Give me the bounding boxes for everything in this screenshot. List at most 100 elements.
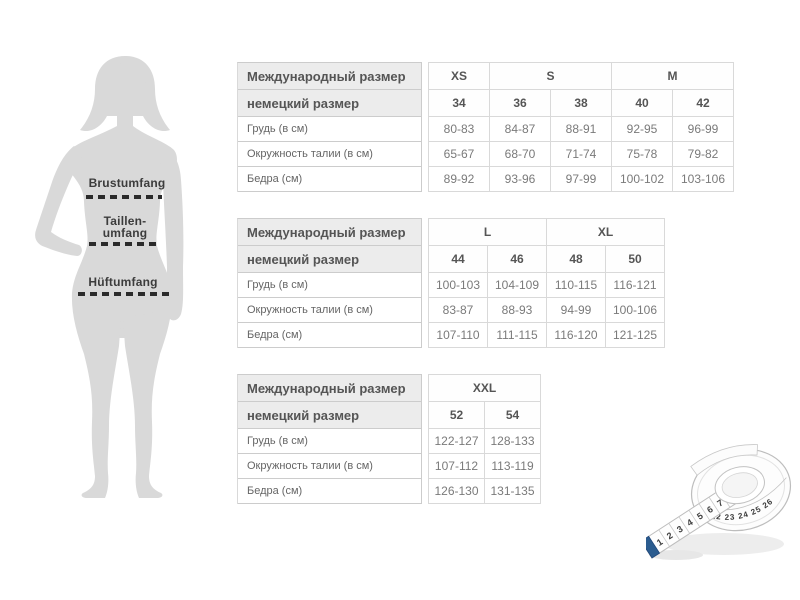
bust-measure-label: Brustumfang (88, 176, 166, 190)
size-table-label-column: Международный размер немецкий размер Грудь… (237, 218, 422, 348)
measurement-value-cell: 128-133 (484, 428, 541, 454)
measurement-value-cell: 75-78 (611, 141, 673, 167)
woman-silhouette (35, 56, 184, 498)
measurement-value-cell: 88-91 (550, 116, 612, 142)
size-table-label-column: Международный размер немецкий размер Грудь… (237, 62, 422, 192)
measurement-row-label: Бедра (см) (238, 479, 421, 504)
waist-measure-label: Taillen- umfang (93, 215, 157, 239)
measurement-row: 100-103 104-109 110-115 116-121 (428, 272, 665, 298)
measurement-value-cell: 100-102 (611, 166, 673, 192)
measurement-value-cell: 113-119 (484, 453, 541, 479)
measurement-row: 89-92 93-96 97-99 100-102 103-106 (428, 166, 734, 192)
measurement-row-label: Грудь (в см) (238, 429, 421, 454)
tape-blue-tip (646, 535, 661, 559)
measurement-row: 83-87 88-93 94-99 100-106 (428, 297, 665, 323)
silhouette-torso (67, 126, 177, 338)
intl-size-cell: XXL (428, 374, 541, 402)
waist-measure-label-line1: Taillen- (103, 214, 147, 228)
measurement-value-cell: 93-96 (489, 166, 551, 192)
german-size-row-label: немецкий размер (238, 402, 421, 429)
german-size-row-label: немецкий размер (238, 90, 421, 117)
measurement-row-label: Окружность талии (в см) (238, 298, 421, 323)
measurement-value-cell: 111-115 (487, 322, 547, 348)
german-size-header-row: 44 46 48 50 (428, 245, 665, 273)
measurement-value-cell: 122-127 (428, 428, 485, 454)
measurement-value-cell: 89-92 (428, 166, 490, 192)
measurement-value-cell: 94-99 (546, 297, 606, 323)
measurement-row-label: Бедра (см) (238, 167, 421, 192)
measurement-row: 65-67 68-70 71-74 75-78 79-82 (428, 141, 734, 167)
measurement-value-cell: 110-115 (546, 272, 606, 298)
measurement-row: 107-112 113-119 (428, 453, 541, 479)
measurement-row: 80-83 84-87 88-91 92-95 96-99 (428, 116, 734, 142)
intl-size-header-row: XXL (428, 374, 541, 402)
german-size-cell: 52 (428, 401, 485, 429)
intl-size-header-row: XS S M (428, 62, 734, 90)
german-size-cell: 44 (428, 245, 488, 273)
measurement-value-cell: 80-83 (428, 116, 490, 142)
measurement-row-label: Грудь (в см) (238, 117, 421, 142)
tape-strip-number: 4 (685, 517, 695, 528)
tape-top-band (690, 444, 758, 476)
measurement-value-cell: 116-120 (546, 322, 606, 348)
measurement-value-cell: 100-106 (605, 297, 665, 323)
measurement-row-label: Окружность талии (в см) (238, 454, 421, 479)
size-table-grid: XXL 52 54 122-127 128-133 107-112 113-119 126-1… (428, 374, 541, 504)
measurement-row-label: Грудь (в см) (238, 273, 421, 298)
german-size-cell: 50 (605, 245, 665, 273)
tape-strip-number: 2 (665, 530, 675, 541)
waist-measure-label-line2: umfang (102, 226, 148, 240)
measurement-value-cell: 126-130 (428, 478, 485, 504)
silhouette-left-leg (71, 292, 121, 498)
hip-measure-line (78, 292, 170, 296)
silhouette-left-arm (35, 146, 84, 256)
intl-size-cell: XL (546, 218, 665, 246)
intl-size-row-label: Международный размер (238, 219, 421, 246)
german-size-header-row: 52 54 (428, 401, 541, 429)
german-size-cell: 36 (489, 89, 551, 117)
size-table-label-column: Международный размер немецкий размер Грудь… (237, 374, 422, 504)
size-table-grid: L XL 44 46 48 50 100-103 104-109 110-115 116-121 8… (428, 218, 665, 348)
tape-strip-number: 5 (695, 511, 705, 522)
measurement-value-cell: 79-82 (672, 141, 734, 167)
german-size-cell: 46 (487, 245, 547, 273)
tape-strip-number: 1 (655, 537, 665, 548)
measurement-row: 107-110 111-115 116-120 121-125 (428, 322, 665, 348)
tape-strip-shadow (649, 550, 703, 560)
silhouette-head (104, 63, 146, 117)
measurement-value-cell: 96-99 (672, 116, 734, 142)
measurement-row-label: Окружность талии (в см) (238, 142, 421, 167)
measurement-value-cell: 104-109 (487, 272, 547, 298)
german-size-row-label: немецкий размер (238, 246, 421, 273)
measurement-value-cell: 97-99 (550, 166, 612, 192)
measurement-value-cell: 121-125 (605, 322, 665, 348)
intl-size-row-label: Международный размер (238, 375, 421, 402)
measurement-value-cell: 84-87 (489, 116, 551, 142)
intl-size-cell: S (489, 62, 612, 90)
tape-coil-hole (714, 466, 765, 505)
size-table-l-xl: Международный размер немецкий размер Грудь… (237, 218, 665, 348)
size-table-grid: XS S M 34 36 38 40 42 80-83 84-87 88-91 92-95 96-99 6… (428, 62, 734, 192)
german-size-cell: 54 (484, 401, 541, 429)
intl-size-cell: L (428, 218, 547, 246)
measurement-value-cell: 71-74 (550, 141, 612, 167)
measurement-value-cell: 83-87 (428, 297, 488, 323)
measurement-value-cell: 65-67 (428, 141, 490, 167)
silhouette-right-leg (123, 292, 173, 498)
tape-strip-number: 7 (715, 498, 725, 509)
measurement-value-cell: 107-112 (428, 453, 485, 479)
bust-measure-line (86, 195, 162, 199)
measurement-value-cell: 68-70 (489, 141, 551, 167)
tape-shadow (664, 533, 784, 555)
measurement-value-cell: 131-135 (484, 478, 541, 504)
measurement-row-label: Бедра (см) (238, 323, 421, 348)
german-size-cell: 48 (546, 245, 606, 273)
measurement-row: 122-127 128-133 (428, 428, 541, 454)
intl-size-row-label: Международный размер (238, 63, 421, 90)
waist-measure-line (89, 242, 159, 246)
german-size-cell: 38 (550, 89, 612, 117)
measurement-value-cell: 103-106 (672, 166, 734, 192)
measurement-value-cell: 92-95 (611, 116, 673, 142)
tape-strip-number: 3 (675, 524, 685, 535)
intl-size-cell: M (611, 62, 734, 90)
